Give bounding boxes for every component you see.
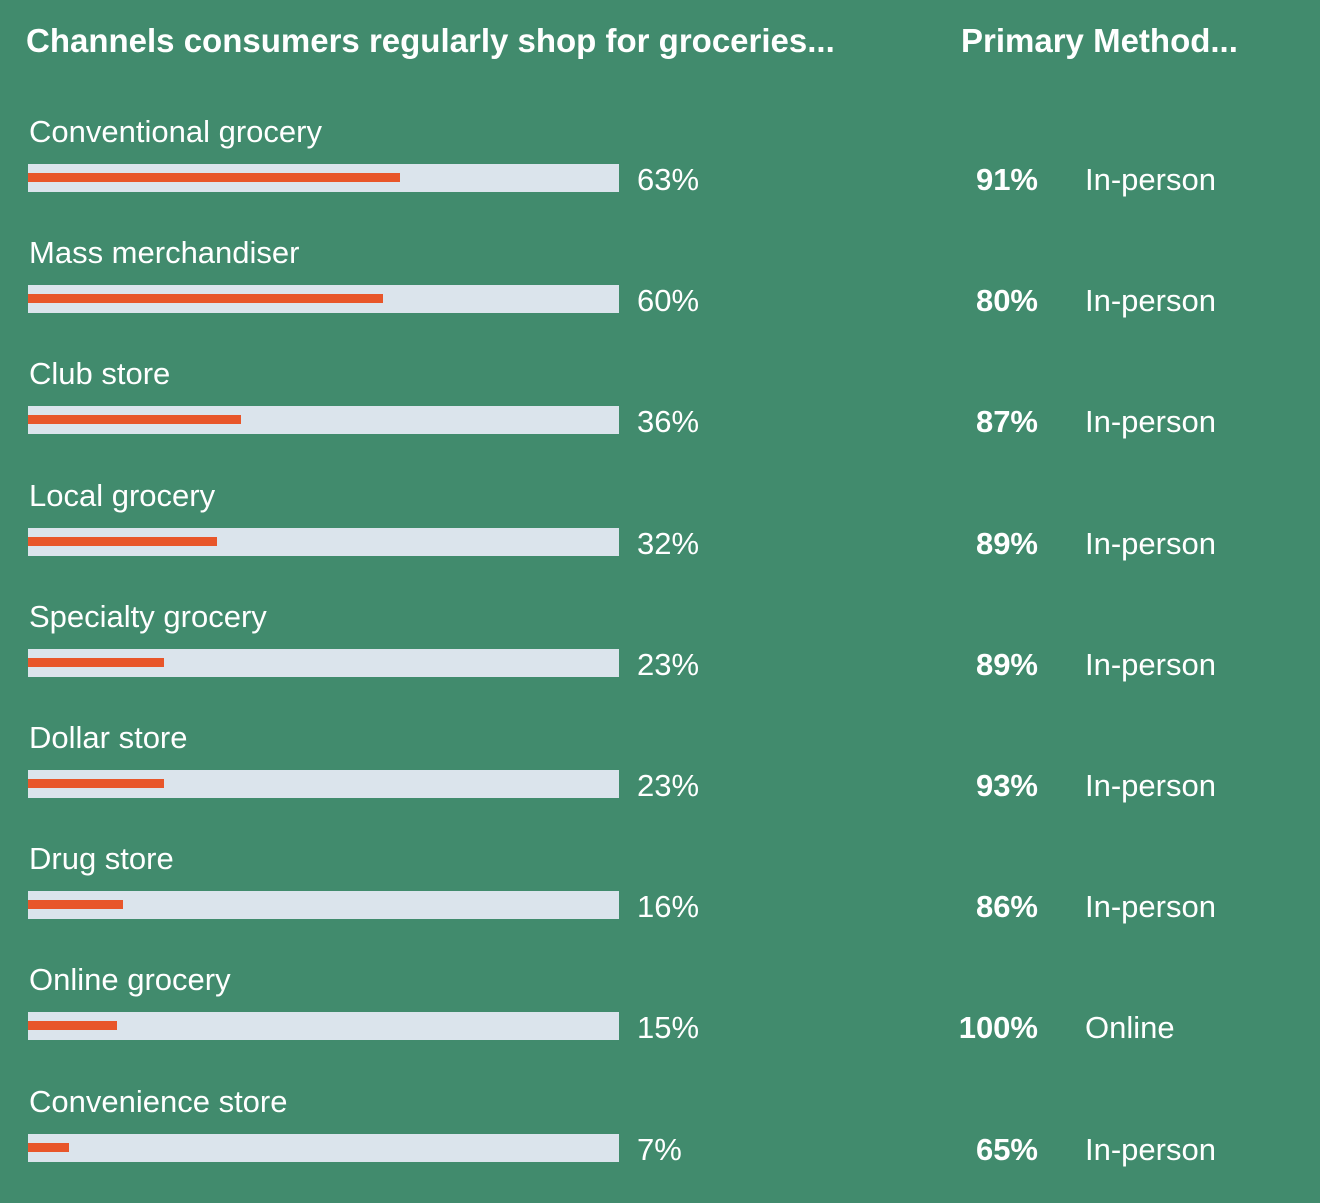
bar-value-label: 60% [637,283,700,319]
chart-row: Drug store 16% 86% In-person [0,839,1320,960]
bar [28,415,241,425]
bar-track [28,770,619,798]
bar [28,1021,117,1031]
method-percent-label: 80% [975,283,1038,319]
bar [28,536,217,546]
method-percent-label: 100% [958,1010,1038,1046]
bar-track [28,648,619,677]
chart-row: Convenience store 7% 65% In-person [0,1082,1320,1203]
chart-title: Channels consumers regularly shop for gr… [26,22,835,59]
chart-row: Local grocery 32% 89% In-person [0,476,1320,597]
category-label: Local grocery [29,477,216,513]
category-label: Conventional grocery [29,114,322,149]
category-label: Drug store [29,841,174,877]
bar [28,657,164,667]
bar [28,1142,69,1152]
category-label: Mass merchandiser [29,235,300,271]
category-label: Specialty grocery [29,598,267,634]
bar-value-label: 7% [637,1131,682,1167]
chart-row: Club store 36% 87% In-person [0,354,1320,475]
bar [28,779,164,788]
chart-row: Dollar store 23% 93% In-person [0,718,1320,839]
method-label: In-person [1085,646,1216,682]
method-percent-label: 65% [975,1131,1038,1167]
chart-row: Specialty grocery 23% 89% In-person [0,597,1320,718]
category-label: Dollar store [29,720,188,755]
bar-track [28,1133,619,1162]
method-label: In-person [1085,404,1216,440]
bar-value-label: 32% [637,525,700,561]
method-label: In-person [1085,768,1216,803]
method-percent-label: 89% [975,646,1038,682]
bar-track [28,164,619,192]
method-label: In-person [1085,889,1216,925]
category-label: Convenience store [29,1083,288,1119]
method-percent-label: 87% [975,404,1038,440]
bar-value-label: 15% [637,1010,700,1046]
method-label: In-person [1085,525,1216,561]
bar-value-label: 63% [637,162,700,197]
method-label: In-person [1085,283,1216,319]
method-percent-label: 93% [975,768,1038,803]
primary-method-header: Primary Method... [961,22,1238,59]
category-label: Online grocery [29,962,231,998]
bar-value-label: 23% [637,646,700,682]
bar [28,294,383,304]
chart-row: Conventional grocery 63% 91% In-person [0,112,1320,233]
method-percent-label: 86% [975,889,1038,925]
bar-value-label: 36% [637,404,700,440]
method-label: In-person [1085,1131,1216,1167]
bar-track [28,891,619,920]
bar [28,900,123,910]
category-label: Club store [29,356,171,392]
chart-row: Online grocery 15% 100% Online [0,960,1320,1081]
method-label: In-person [1085,162,1216,197]
method-label: Online [1085,1010,1175,1046]
bar-track [28,1012,619,1041]
method-percent-label: 91% [975,162,1038,197]
bar-track [28,406,619,435]
bar-track [28,527,619,556]
bar-value-label: 23% [637,768,700,803]
bar [28,173,400,182]
method-percent-label: 89% [975,525,1038,561]
bar-value-label: 16% [637,889,700,925]
chart-row: Mass merchandiser 60% 80% In-person [0,233,1320,354]
bar-track [28,285,619,314]
